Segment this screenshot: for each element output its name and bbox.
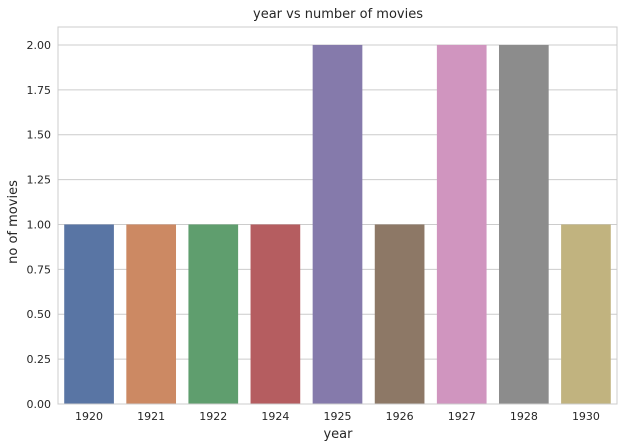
y-tick-labels: 0.00 0.25 0.50 0.75 1.00 1.25 1.50 1.75 2.00 [27, 39, 52, 411]
x-tick-label: 1926 [386, 410, 414, 423]
bar-1928 [498, 44, 549, 404]
x-tick-label: 1920 [75, 410, 103, 423]
y-tick-label: 0.75 [27, 263, 52, 276]
y-axis-label: no of movies [6, 180, 21, 264]
bar-1922 [188, 224, 239, 404]
x-tick-label: 1922 [199, 410, 227, 423]
bar-1921 [126, 224, 177, 404]
x-tick-label: 1921 [137, 410, 165, 423]
plot-frame [57, 26, 618, 405]
x-tick-label: 1930 [572, 410, 600, 423]
y-tick-label: 0.00 [27, 398, 52, 411]
x-tick-labels: 1920 1921 1922 1924 1925 1926 1927 1928 1930 [75, 410, 600, 423]
bar-1930 [561, 224, 611, 404]
x-tick-label: 1925 [324, 410, 352, 423]
bars [64, 44, 611, 404]
y-tick-label: 1.50 [27, 129, 52, 142]
x-tick-label: 1927 [448, 410, 476, 423]
x-axis-label: year [323, 427, 353, 442]
y-tick-label: 1.00 [27, 218, 52, 231]
chart-title: year vs number of movies [253, 7, 423, 22]
y-tick-label: 2.00 [27, 39, 52, 52]
bar-1920 [64, 224, 114, 404]
x-tick-label: 1924 [261, 410, 289, 423]
bar-1926 [374, 224, 425, 404]
bar-1924 [250, 224, 301, 404]
y-tick-label: 1.75 [27, 84, 52, 97]
bar-1927 [436, 44, 487, 404]
bar-1925 [312, 44, 363, 404]
y-tick-label: 0.25 [27, 353, 52, 366]
y-tick-label: 0.50 [27, 308, 52, 321]
x-tick-label: 1928 [510, 410, 538, 423]
y-tick-label: 1.25 [27, 174, 52, 187]
